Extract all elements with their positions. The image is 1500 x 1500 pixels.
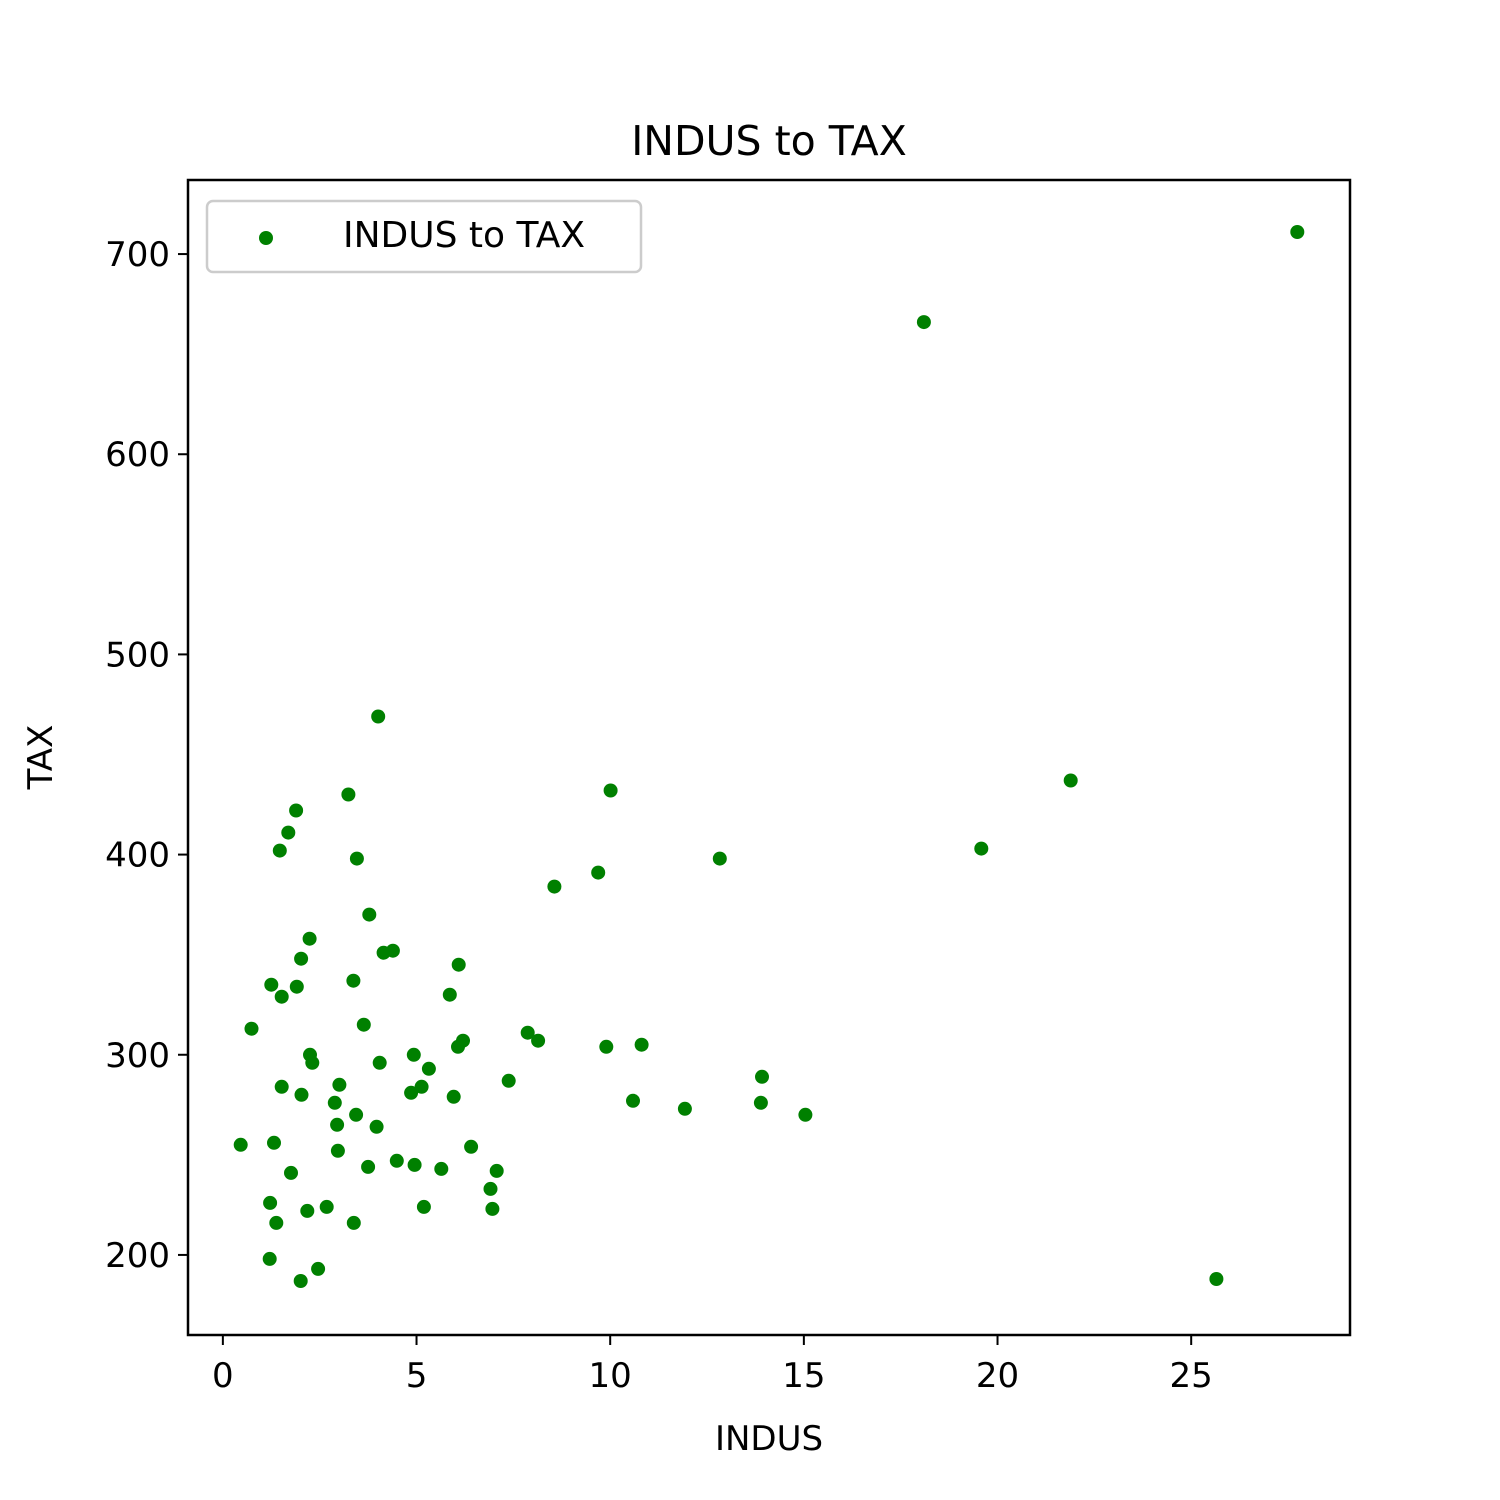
y-tick-label: 500 <box>105 635 170 675</box>
data-point <box>327 1095 342 1110</box>
y-axis-ticks: 200 300 400 500 600 700 <box>105 235 188 1276</box>
data-point <box>332 1077 347 1092</box>
data-points <box>233 225 1305 1288</box>
data-point <box>603 783 618 798</box>
data-point <box>385 943 400 958</box>
data-point <box>281 825 296 840</box>
data-point <box>369 1119 384 1134</box>
x-tick-label: 15 <box>782 1356 825 1396</box>
data-point <box>262 1251 277 1266</box>
data-point <box>483 1181 498 1196</box>
data-point <box>798 1107 813 1122</box>
x-axis-label: INDUS <box>715 1419 823 1459</box>
data-point <box>294 1087 309 1102</box>
data-point <box>300 1203 315 1218</box>
x-tick-label: 25 <box>1170 1356 1213 1396</box>
data-point <box>446 1089 461 1104</box>
chart-title: INDUS to TAX <box>631 117 907 165</box>
data-point <box>272 843 287 858</box>
data-point <box>485 1201 500 1216</box>
data-point <box>302 931 317 946</box>
data-point <box>547 879 562 894</box>
data-point <box>407 1157 422 1172</box>
legend: INDUS to TAX <box>205 199 643 274</box>
data-point <box>267 1135 281 1150</box>
data-point <box>501 1073 516 1088</box>
data-point <box>464 1139 479 1154</box>
data-point <box>591 865 606 880</box>
y-tick-label: 200 <box>105 1236 170 1276</box>
data-point <box>341 787 356 802</box>
y-tick-label: 300 <box>105 1036 170 1076</box>
data-point <box>244 1021 259 1036</box>
data-point <box>406 1047 421 1062</box>
data-point <box>416 1199 431 1214</box>
data-point <box>451 957 466 972</box>
data-point <box>349 851 364 866</box>
legend-marker <box>259 231 273 245</box>
data-point <box>371 709 386 724</box>
data-point <box>626 1093 640 1108</box>
data-point <box>361 1159 376 1174</box>
x-tick-label: 10 <box>589 1356 632 1396</box>
data-point <box>712 851 727 866</box>
x-axis-ticks: 0 5 10 15 20 25 <box>212 1335 1213 1396</box>
data-point <box>330 1143 345 1158</box>
data-point <box>289 979 304 994</box>
data-point <box>233 1137 248 1152</box>
data-point <box>421 1061 436 1076</box>
data-point <box>319 1199 334 1214</box>
data-point <box>311 1261 326 1276</box>
data-point <box>346 973 361 988</box>
plot-frame <box>186 178 1352 1337</box>
data-point <box>442 987 457 1002</box>
x-tick-label: 20 <box>976 1356 1019 1396</box>
data-point <box>289 803 304 818</box>
data-point <box>753 1095 768 1110</box>
data-point <box>489 1163 504 1178</box>
data-point <box>916 315 931 330</box>
data-point <box>274 1079 289 1094</box>
data-point <box>269 1215 284 1230</box>
data-point <box>330 1117 345 1132</box>
data-point <box>263 1195 278 1210</box>
data-point <box>389 1153 404 1168</box>
data-point <box>362 907 377 922</box>
data-point <box>414 1079 429 1094</box>
data-point <box>1209 1272 1224 1286</box>
data-point <box>974 841 989 856</box>
data-point <box>372 1055 387 1070</box>
y-tick-label: 400 <box>105 836 170 876</box>
data-point <box>531 1033 546 1048</box>
data-point <box>264 977 279 992</box>
data-point <box>634 1037 649 1052</box>
data-point <box>284 1165 298 1180</box>
data-point <box>434 1161 449 1176</box>
y-tick-label: 600 <box>105 435 170 475</box>
data-point <box>349 1107 364 1122</box>
y-tick-label: 700 <box>105 235 170 275</box>
data-point <box>1063 773 1078 788</box>
data-point <box>356 1017 371 1032</box>
x-tick-label: 5 <box>406 1356 428 1396</box>
data-point <box>1290 225 1305 239</box>
legend-box <box>205 199 643 274</box>
data-point <box>599 1039 614 1054</box>
data-point <box>404 1085 419 1100</box>
y-axis-label: TAX <box>21 725 61 791</box>
data-point <box>346 1215 361 1230</box>
data-point <box>293 1274 308 1288</box>
data-point <box>294 951 309 966</box>
legend-label: INDUS to TAX <box>343 215 585 256</box>
data-point <box>305 1055 320 1070</box>
x-tick-label: 0 <box>212 1356 234 1396</box>
data-point <box>755 1069 769 1084</box>
data-point <box>677 1101 692 1116</box>
data-point <box>456 1033 470 1048</box>
data-point <box>520 1025 535 1040</box>
data-point <box>274 989 289 1004</box>
